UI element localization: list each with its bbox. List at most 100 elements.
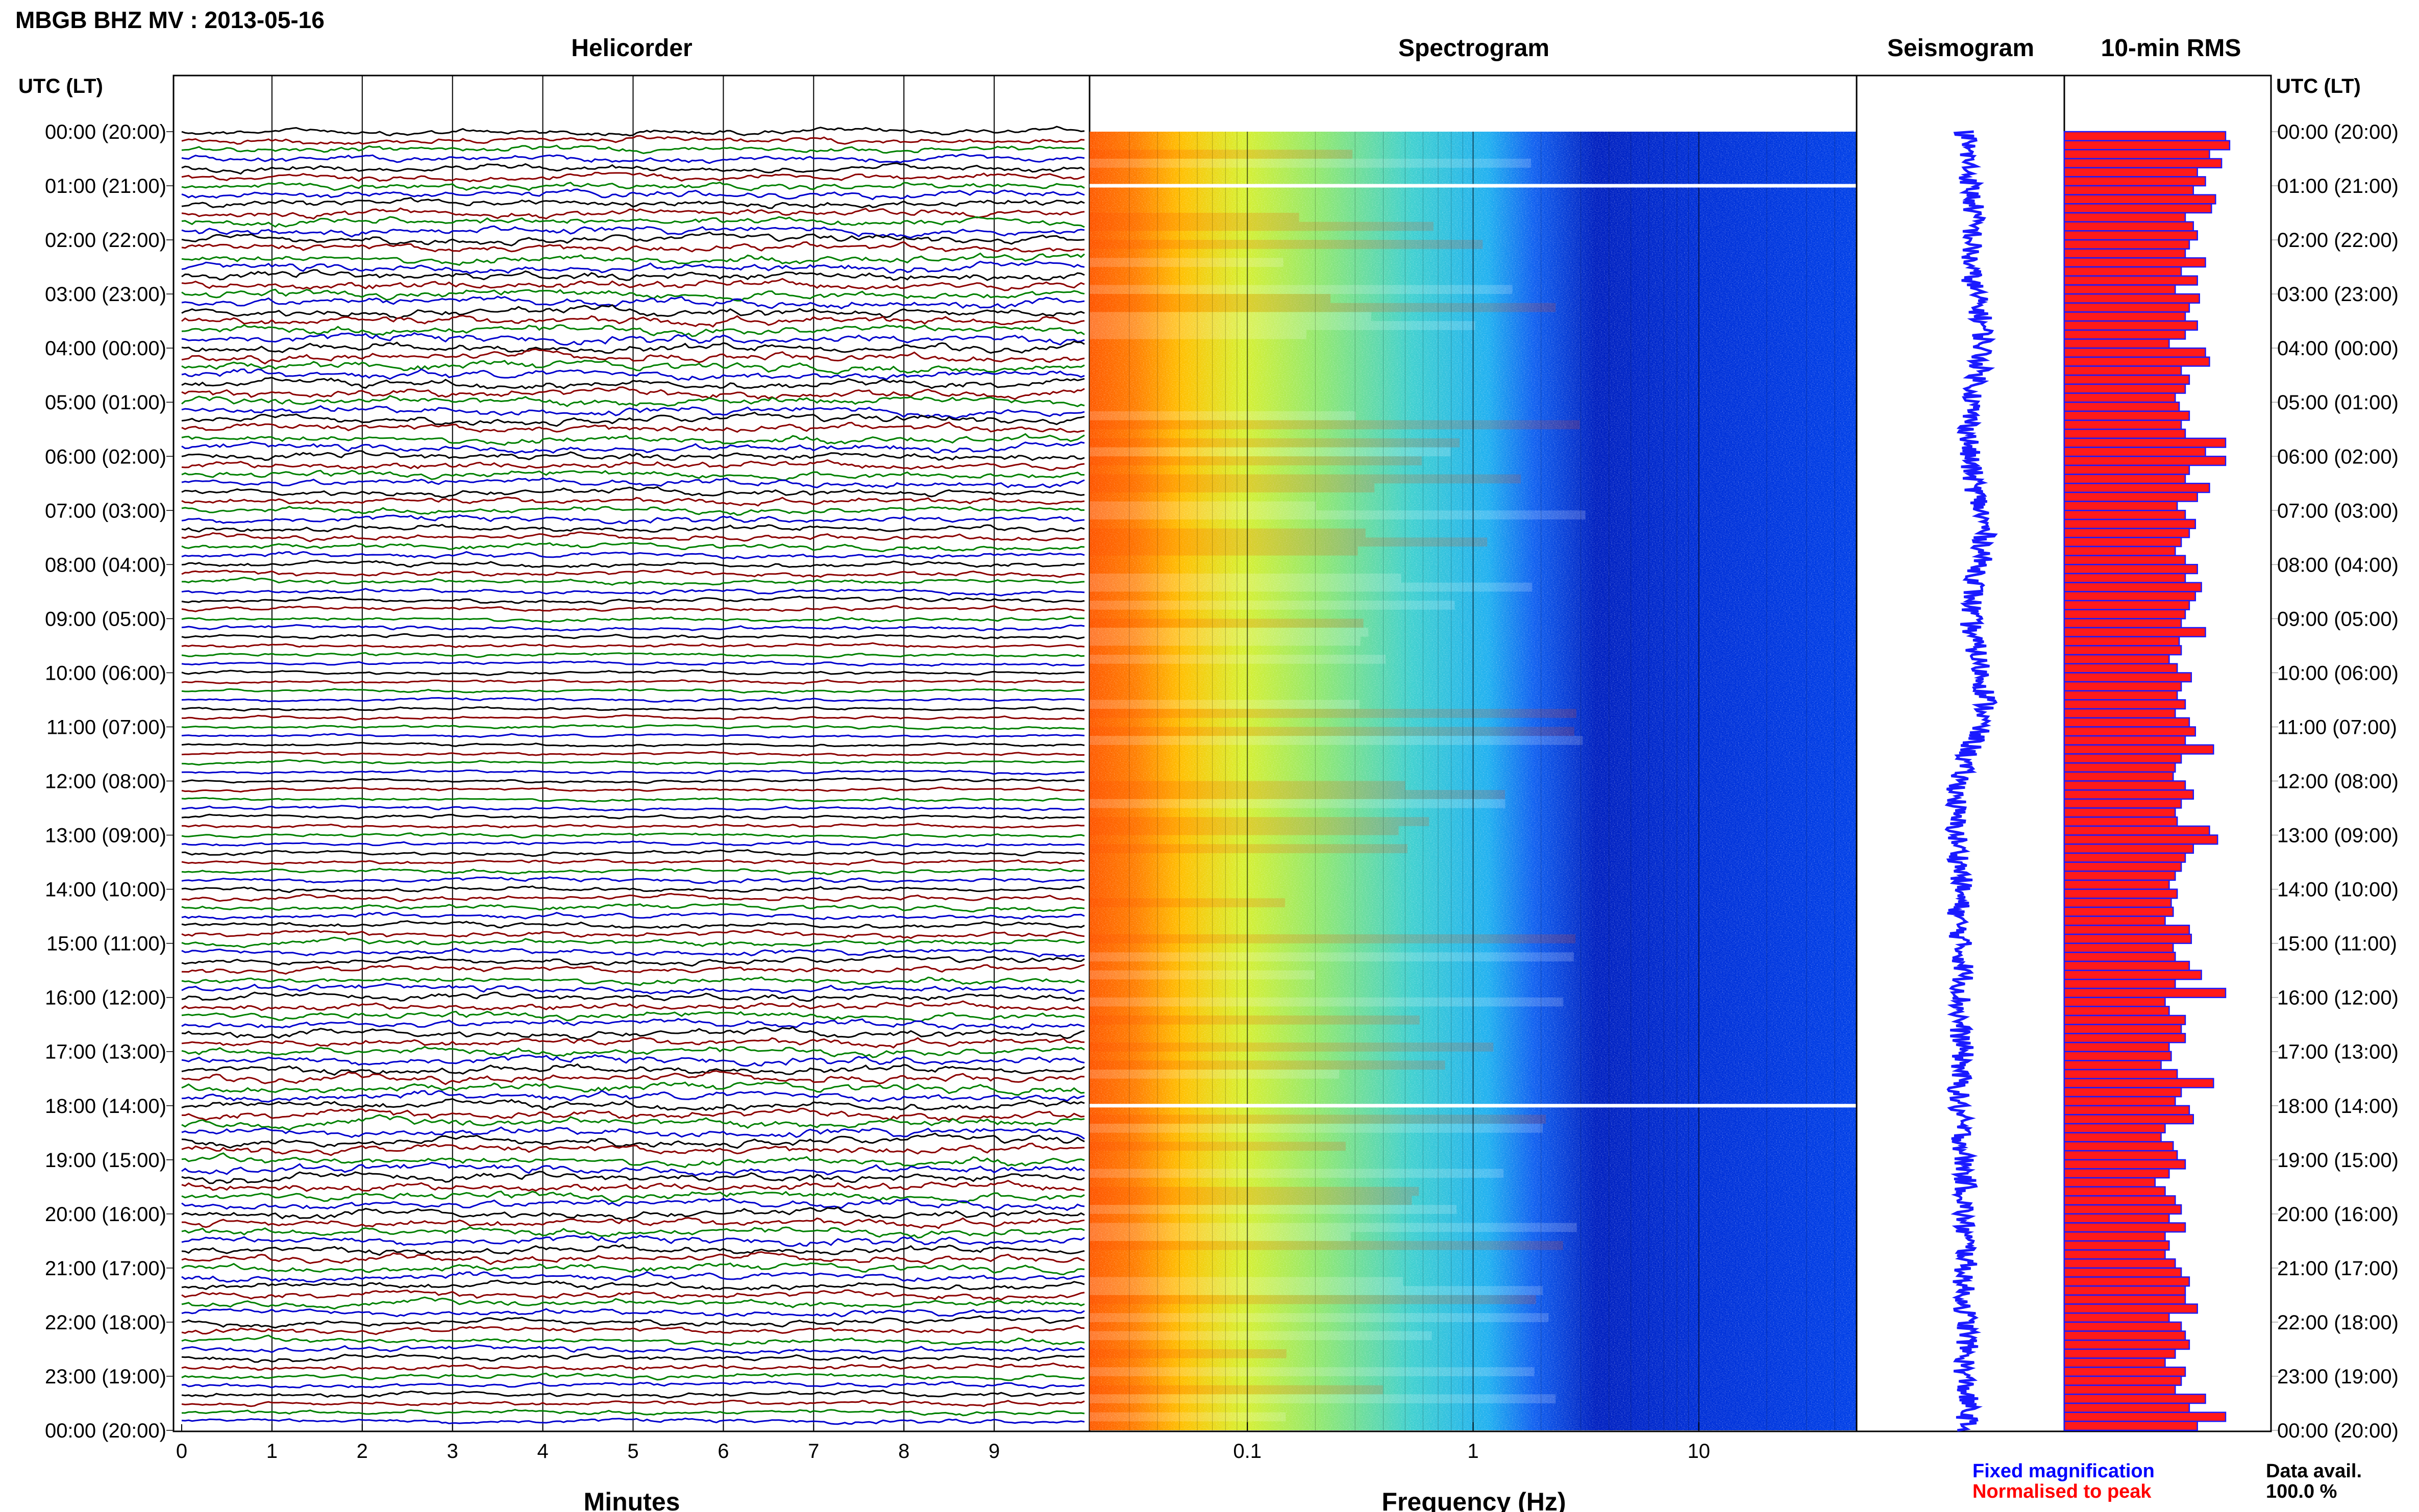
- rms-bar: [2063, 176, 2206, 187]
- rms-bar: [2063, 1159, 2186, 1170]
- rms-bar: [2063, 212, 2186, 223]
- rms-bar: [2063, 943, 2174, 953]
- helicorder-trace: [181, 588, 1085, 597]
- rms-bar: [2063, 1087, 2182, 1098]
- helicorder-trace: [181, 207, 1085, 220]
- rms-bar: [2063, 870, 2176, 881]
- helicorder-trace: [181, 786, 1085, 793]
- helicorder-trace: [181, 976, 1085, 986]
- rms-title: 10-min RMS: [2101, 35, 2241, 62]
- minute-tick-label: 9: [989, 1440, 1000, 1463]
- helicorder-trace: [181, 1143, 1085, 1156]
- spectrogram-band: [1090, 1124, 1543, 1133]
- helicorder-trace: [181, 477, 1085, 489]
- rms-bar: [2063, 1069, 2178, 1080]
- time-label-left: 05:00 (01:00): [45, 391, 166, 414]
- spectrogram-band: [1090, 1142, 1346, 1151]
- rms-bar: [2063, 807, 2176, 818]
- rms-bar: [2063, 518, 2196, 529]
- helicorder-trace: [181, 241, 1085, 253]
- helicorder-trace: [181, 288, 1085, 302]
- helicorder-trace: [181, 1289, 1085, 1301]
- helicorder-trace: [181, 1380, 1085, 1389]
- helicorder-trace: [181, 1262, 1085, 1276]
- time-label-right: 11:00 (07:00): [2277, 716, 2397, 738]
- spectrogram-band: [1090, 1367, 1535, 1376]
- rms-bar: [2063, 564, 2198, 575]
- helicorder-trace: [181, 706, 1085, 712]
- rms-bar: [2063, 158, 2223, 168]
- rms-bar: [2063, 1357, 2166, 1368]
- helicorder-trace: [181, 295, 1085, 310]
- rms-bar: [2063, 257, 2206, 268]
- helicorder-trace: [181, 162, 1085, 175]
- helicorder-trace: [181, 514, 1085, 525]
- helicorder-trace: [181, 903, 1085, 913]
- rms-bar: [2063, 383, 2186, 394]
- rms-bar: [2063, 1177, 2156, 1188]
- rms-bar: [2063, 1123, 2166, 1134]
- helicorder-trace: [181, 893, 1085, 903]
- helicorder-trace: [181, 1315, 1085, 1329]
- rms-bar: [2063, 501, 2178, 511]
- helicorder-trace: [181, 1036, 1085, 1049]
- rms-bar: [2063, 374, 2190, 385]
- time-label-right: 21:00 (17:00): [2277, 1257, 2399, 1280]
- spectrogram-band: [1090, 258, 1283, 267]
- helicorder-trace: [181, 605, 1085, 612]
- time-label-right: 15:00 (11:00): [2277, 933, 2397, 955]
- helicorder-trace: [181, 1098, 1085, 1111]
- rms-bar: [2063, 1421, 2198, 1431]
- helicorder-trace: [181, 1126, 1085, 1140]
- time-label-right: 12:00 (08:00): [2277, 771, 2399, 793]
- rms-bar: [2063, 347, 2206, 358]
- spectrogram-band: [1090, 240, 1483, 249]
- helicorder-trace: [181, 1279, 1085, 1291]
- rms-bar: [2063, 1330, 2186, 1341]
- helicorder-trace: [181, 1161, 1085, 1177]
- rms-bar: [2063, 1150, 2178, 1161]
- spectrogram-band: [1090, 213, 1299, 222]
- spectrogram-band: [1090, 736, 1583, 745]
- rms-bar: [2063, 1141, 2174, 1152]
- helicorder-trace: [181, 724, 1085, 730]
- time-label-left: 17:00 (13:00): [45, 1041, 166, 1063]
- time-label-left: 04:00 (00:00): [45, 337, 166, 360]
- rms-bar: [2063, 600, 2190, 610]
- rms-bar: [2063, 474, 2186, 484]
- rms-bar: [2063, 906, 2174, 917]
- rms-bar: [2063, 1402, 2190, 1413]
- helicorder-trace: [181, 1198, 1085, 1211]
- rms-bar: [2063, 879, 2170, 890]
- time-label-left: 06:00 (02:00): [45, 445, 166, 468]
- helicorder-trace: [181, 1089, 1085, 1103]
- helicorder-trace: [181, 769, 1085, 776]
- helicorder-trace: [181, 596, 1085, 605]
- time-label-left: 21:00 (17:00): [45, 1257, 166, 1280]
- data-avail-label: Data avail.: [2266, 1460, 2362, 1482]
- rms-bar: [2063, 1042, 2170, 1052]
- rms-bar: [2063, 537, 2182, 548]
- time-label-left: 20:00 (16:00): [45, 1203, 166, 1226]
- time-label-right: 00:00 (20:00): [2277, 121, 2399, 143]
- rms-bar: [2063, 131, 2227, 141]
- spectrogram-band: [1090, 1232, 1351, 1241]
- rms-bar: [2063, 933, 2192, 944]
- data-avail-value: 100.0 %: [2266, 1481, 2337, 1502]
- rms-bar: [2063, 546, 2176, 556]
- rms-bar: [2063, 167, 2198, 178]
- rms-bar: [2063, 1186, 2166, 1197]
- minute-tick-label: 1: [266, 1440, 278, 1463]
- helicorder-trace: [181, 1251, 1085, 1266]
- spectrogram-band: [1090, 1186, 1419, 1196]
- helicorder-trace: [181, 1418, 1085, 1425]
- minute-tick-label: 5: [627, 1440, 638, 1463]
- rms-bar: [2063, 185, 2194, 195]
- rms-bar: [2063, 952, 2176, 962]
- rms-bar: [2063, 843, 2194, 854]
- rms-bar: [2063, 1249, 2166, 1260]
- helicorder-trace: [181, 929, 1085, 939]
- time-labels: 00:00 (20:00) 00:00 (20:00) 01:00 (21:00) 0…: [45, 121, 2399, 1442]
- time-label-left: 11:00 (07:00): [46, 716, 166, 738]
